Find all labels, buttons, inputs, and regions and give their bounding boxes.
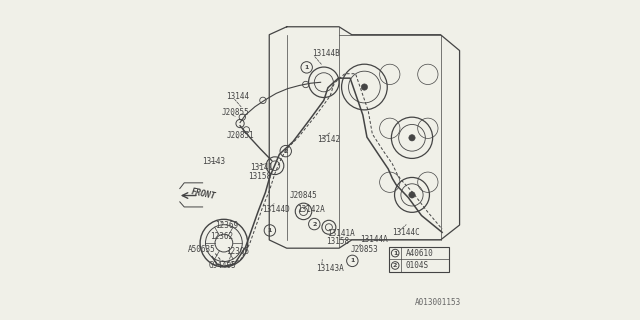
Text: J20853: J20853: [351, 245, 379, 254]
Text: 13144D: 13144D: [262, 205, 290, 214]
Text: 13141: 13141: [250, 164, 273, 172]
Text: FRONT: FRONT: [191, 187, 217, 201]
Text: 13158: 13158: [248, 172, 271, 181]
Text: 0104S: 0104S: [406, 261, 429, 270]
Text: 13141A: 13141A: [327, 229, 355, 238]
Text: 13144C: 13144C: [392, 228, 420, 237]
Text: 13143A: 13143A: [316, 264, 344, 273]
Text: 13143: 13143: [202, 157, 225, 166]
Text: J20851: J20851: [227, 131, 254, 140]
Text: 2: 2: [284, 148, 288, 154]
Text: 1: 1: [268, 228, 272, 233]
Text: 1: 1: [305, 65, 309, 70]
Text: 13144: 13144: [227, 92, 250, 101]
Text: 12305: 12305: [227, 247, 250, 256]
Text: A40610: A40610: [406, 249, 433, 258]
Text: 1: 1: [350, 258, 355, 263]
Text: 13158: 13158: [326, 237, 349, 246]
Text: A50635: A50635: [188, 245, 215, 254]
Circle shape: [361, 84, 367, 90]
Text: 2: 2: [312, 221, 316, 227]
Circle shape: [409, 192, 415, 198]
Text: 13142: 13142: [317, 135, 340, 144]
Text: 12362: 12362: [211, 232, 234, 241]
Text: J20855: J20855: [221, 108, 250, 117]
Circle shape: [409, 135, 415, 141]
Text: 13142A: 13142A: [297, 205, 325, 214]
Text: J20845: J20845: [290, 191, 317, 200]
Text: 1: 1: [393, 251, 397, 256]
Text: 12369: 12369: [215, 220, 239, 229]
Text: 2: 2: [393, 263, 397, 268]
Text: A013001153: A013001153: [415, 298, 461, 307]
Text: 13144B: 13144B: [312, 49, 340, 58]
Text: 13144A: 13144A: [360, 236, 387, 244]
Bar: [389, 247, 449, 272]
Text: G94405: G94405: [209, 261, 236, 270]
